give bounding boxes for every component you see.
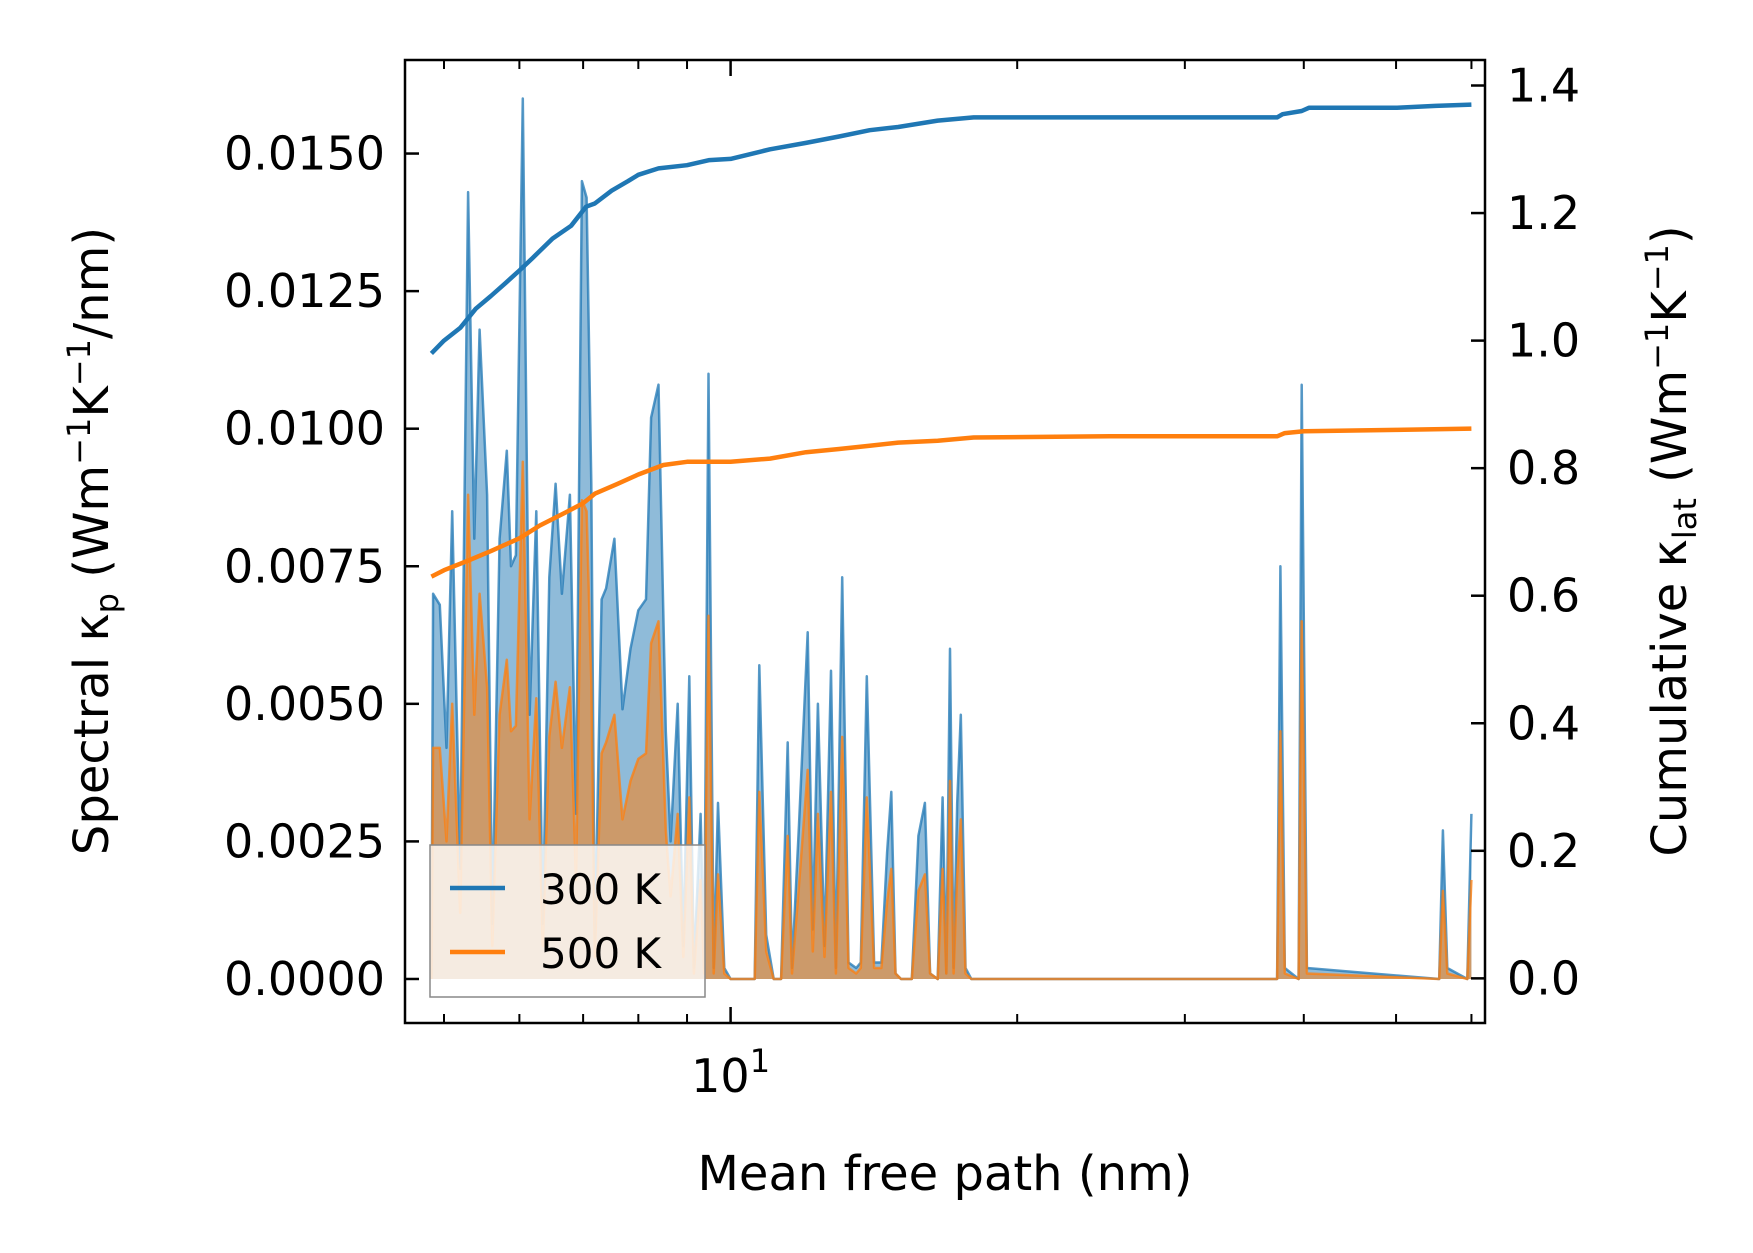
legend-label-300k: 300 K (540, 865, 663, 914)
right-tick-label: 0.0 (1507, 951, 1580, 1005)
left-tick-label: 0.0000 (224, 952, 385, 1006)
right-tick-label: 0.4 (1507, 696, 1580, 750)
left-axis-label: Spectral κp (Wm−1K−1/nm) (60, 227, 126, 855)
left-tick-label: 0.0075 (224, 539, 385, 593)
cumulative-line-500k (430, 426, 1472, 579)
spectral-line-500k (430, 460, 1473, 981)
right-tick-label: 1.0 (1507, 314, 1580, 368)
left-tick-label: 0.0125 (224, 264, 385, 318)
right-tick-label: 1.2 (1507, 186, 1580, 240)
right-tick-label: 0.8 (1507, 441, 1580, 495)
x-tick-label-base: 10 (691, 1049, 750, 1103)
x-axis-label: Mean free path (nm) (698, 1146, 1193, 1202)
left-tick-label: 0.0100 (224, 402, 385, 456)
legend: 300 K 500 K (429, 844, 706, 998)
right-axis-label: Cumulative κlat (Wm−1K−1) (1638, 225, 1704, 856)
left-tick-label: 0.0150 (224, 127, 385, 181)
x-tick-label-exponent: 1 (750, 1042, 770, 1080)
legend-label-500k: 500 K (540, 929, 663, 978)
left-tick-label: 0.0025 (224, 814, 385, 868)
axes: 0.00000.00250.00500.00750.01000.01250.01… (224, 59, 1580, 1103)
x-tick-label: 101 (691, 1042, 770, 1103)
right-tick-label: 0.2 (1507, 824, 1580, 878)
right-tick-label: 0.6 (1507, 569, 1580, 623)
plot-frame (403, 58, 1487, 1025)
cumulative-line-300k (429, 102, 1472, 355)
left-tick-label: 0.0050 (224, 677, 385, 731)
legend-box (429, 844, 706, 998)
right-tick-label: 1.4 (1507, 59, 1580, 113)
